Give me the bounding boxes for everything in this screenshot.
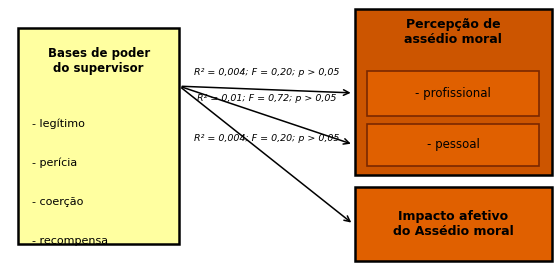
FancyBboxPatch shape <box>367 71 539 116</box>
Text: - perícia: - perícia <box>32 157 77 168</box>
Text: R² = 0,004; F = 0,20; p > 0,05: R² = 0,004; F = 0,20; p > 0,05 <box>194 69 339 78</box>
Text: R² = 0,01; F = 0,72; p > 0,05: R² = 0,01; F = 0,72; p > 0,05 <box>197 94 336 103</box>
Text: - pessoal: - pessoal <box>427 138 480 151</box>
Text: Bases de poder
do supervisor: Bases de poder do supervisor <box>48 47 150 75</box>
Text: - coerção: - coerção <box>32 197 83 206</box>
Text: Impacto afetivo
do Assédio moral: Impacto afetivo do Assédio moral <box>393 210 514 238</box>
FancyBboxPatch shape <box>354 10 552 175</box>
FancyBboxPatch shape <box>18 28 179 244</box>
Text: - profissional: - profissional <box>415 87 491 100</box>
Text: - legítimo: - legítimo <box>32 119 85 129</box>
FancyBboxPatch shape <box>354 187 552 261</box>
Text: - recompensa: - recompensa <box>32 236 108 246</box>
FancyBboxPatch shape <box>367 124 539 166</box>
Text: Percepção de
assédio moral: Percepção de assédio moral <box>404 17 502 45</box>
Text: R² = 0,004; F = 0,20; p > 0,05: R² = 0,004; F = 0,20; p > 0,05 <box>194 134 339 143</box>
